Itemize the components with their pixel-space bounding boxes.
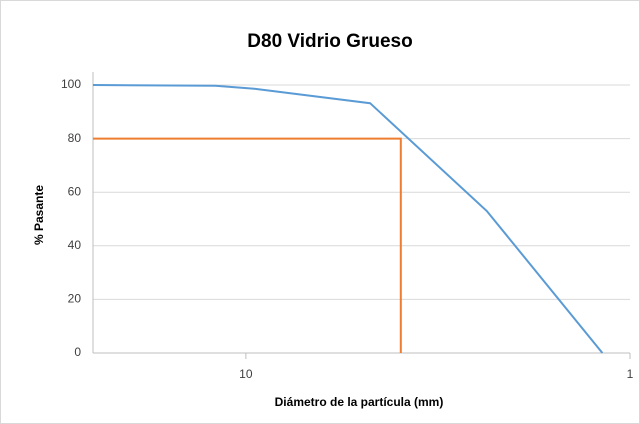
y-tick-label: 40 [68,238,82,252]
y-tick-label: 80 [68,131,82,145]
chart-title: D80 Vidrio Grueso [247,31,412,52]
series-line [93,137,402,353]
x-tick-label: 10 [239,367,253,381]
y-axis-title: % Pasante [32,185,46,245]
y-tick-label: 100 [61,77,81,91]
y-tick-label: 0 [74,345,81,359]
y-tick-label: 60 [68,184,82,198]
x-tick-label: 1 [627,367,634,381]
x-axis-title: Diámetro de la partícula (mm) [275,395,444,409]
y-tick-label: 20 [68,292,82,306]
series-line [92,84,604,354]
